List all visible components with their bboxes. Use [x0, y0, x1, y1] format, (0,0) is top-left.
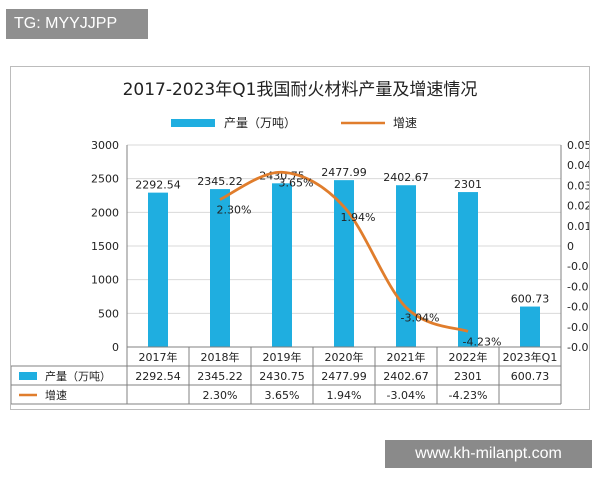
- y-left-tick-label: 0: [112, 341, 119, 354]
- y-right-tick-label: 0: [567, 240, 574, 253]
- y-right-tick-label: -0.04: [567, 321, 589, 334]
- y-left-tick-label: 3000: [91, 139, 119, 152]
- legend-label-bar: 产量（万吨）: [224, 116, 296, 130]
- bar-data-label: 2292.54: [135, 179, 181, 192]
- table-cell: 3.65%: [265, 389, 300, 402]
- x-category-label: 2022年: [449, 350, 488, 364]
- bar: [148, 192, 168, 347]
- table-cell: 2430.75: [259, 370, 305, 383]
- y-right-tick-label: 0.03: [567, 179, 589, 192]
- y-left-tick-label: 2000: [91, 206, 119, 219]
- chart-svg: 2017-2023年Q1我国耐火材料产量及增速情况 产量（万吨） 增速 2292.…: [10, 80, 595, 405]
- line-data-label: 1.94%: [341, 211, 376, 224]
- table-cell: -4.23%: [449, 389, 488, 402]
- y-right-tick-label: -0.03: [567, 301, 589, 314]
- bar: [458, 192, 478, 347]
- y-right-tick-label: 0.02: [567, 200, 589, 213]
- growth-line: [219, 170, 469, 333]
- data-table: 2017年 2018年 2019年 2020年 2021年 2022年 2023年Q1 产量（…: [10, 346, 562, 405]
- table-cell: -3.04%: [387, 389, 426, 402]
- bar-data-label: 2345.22: [197, 175, 243, 188]
- y-right-tick-label: -0.01: [567, 260, 589, 273]
- x-category-label: 2020年: [325, 350, 364, 364]
- table-swatch-bar: [19, 372, 37, 380]
- line-data-label: 3.65%: [279, 176, 314, 189]
- bar: [210, 189, 230, 347]
- table-row-label: 增速: [45, 388, 67, 402]
- table-cell: 2.30%: [203, 389, 238, 402]
- bar-data-label: 2402.67: [383, 171, 429, 184]
- y-left-tick-label: 500: [98, 307, 119, 320]
- table-cell: 2345.22: [197, 370, 243, 383]
- x-category-label: 2018年: [201, 350, 240, 364]
- x-category-label: 2021年: [387, 350, 426, 364]
- y-right-tick-label: -0.02: [567, 280, 589, 293]
- line-series: 2.30% 3.65% 1.94% -3.04% -4.23%: [217, 170, 502, 348]
- bar-data-label: 2477.99: [321, 166, 367, 179]
- table-cell: 1.94%: [327, 389, 362, 402]
- chart-title: 2017-2023年Q1我国耐火材料产量及增速情况: [123, 80, 478, 100]
- y-left-tick-label: 1000: [91, 274, 119, 287]
- bar-data-label: 2301: [454, 178, 482, 191]
- x-category-label: 2017年: [139, 350, 178, 364]
- line-data-label: -3.04%: [401, 311, 440, 324]
- y-right-tick-label: 0.01: [567, 220, 589, 233]
- watermark-bottom: www.kh-milanpt.com: [385, 440, 592, 468]
- table-cell: 2477.99: [321, 370, 367, 383]
- bar: [520, 306, 540, 347]
- x-category-label: 2019年: [263, 350, 302, 364]
- legend-swatch-bar: [171, 119, 215, 127]
- chart-frame: 2017-2023年Q1我国耐火材料产量及增速情况 产量（万吨） 增速 2292.…: [10, 66, 595, 410]
- x-category-label: 2023年Q1: [503, 350, 558, 364]
- y-right-tick-label: -0.05: [567, 341, 589, 354]
- table-cell: 2292.54: [135, 370, 181, 383]
- watermark-top: TG: MYYJJPP: [6, 9, 148, 39]
- table-cell: 2402.67: [383, 370, 429, 383]
- y-right-tick-label: 0.04: [567, 159, 589, 172]
- table-cell: 2301: [454, 370, 482, 383]
- y-right-tick-label: 0.05: [567, 139, 589, 152]
- table-row-label: 产量（万吨）: [45, 369, 111, 383]
- y-left-tick-label: 2500: [91, 173, 119, 186]
- line-data-label: 2.30%: [217, 204, 252, 217]
- legend-label-line: 增速: [393, 116, 417, 130]
- table-cell: 600.73: [511, 370, 550, 383]
- bar: [334, 180, 354, 347]
- bar: [272, 183, 292, 347]
- y-left-tick-label: 1500: [91, 240, 119, 253]
- bar-series: 2292.54 2345.22 2430.75 2477.99 2402.6723016…: [135, 166, 549, 347]
- axes: 0 500 1000 1500 2000 2500 3000 -0.05 -0.04 -0.03 -…: [91, 139, 595, 354]
- bar: [396, 185, 416, 347]
- line-data-label: -4.23%: [463, 335, 502, 348]
- bar-data-label: 600.73: [511, 293, 550, 306]
- legend: 产量（万吨） 增速: [171, 116, 417, 130]
